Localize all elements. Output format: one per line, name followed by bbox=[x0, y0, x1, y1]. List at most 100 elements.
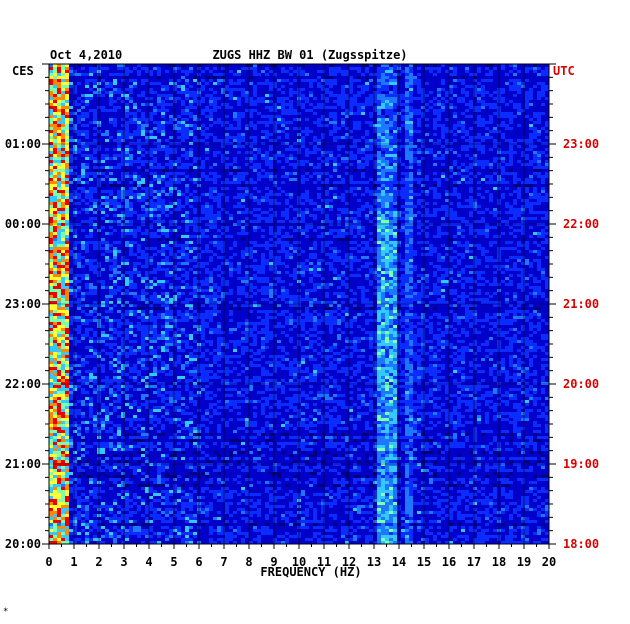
spectrogram-cell bbox=[85, 73, 89, 76]
spectrogram-cell bbox=[505, 160, 509, 163]
spectrogram-cell bbox=[289, 112, 293, 115]
spectrogram-cell bbox=[229, 142, 233, 145]
spectrogram-cell bbox=[361, 124, 365, 127]
spectrogram-cell bbox=[121, 133, 125, 136]
spectrogram-cell bbox=[281, 94, 285, 97]
spectrogram-cell bbox=[233, 163, 237, 166]
spectrogram-cell bbox=[249, 130, 253, 133]
spectrogram-cell bbox=[501, 115, 505, 118]
spectrogram-cell bbox=[133, 172, 137, 175]
spectrogram-cell bbox=[201, 157, 205, 160]
spectrogram-cell bbox=[505, 124, 509, 127]
spectrogram-cell bbox=[57, 166, 61, 169]
spectrogram-cell bbox=[321, 106, 325, 109]
spectrogram-cell bbox=[57, 151, 61, 154]
spectrogram-cell bbox=[177, 97, 181, 100]
spectrogram-cell bbox=[469, 76, 473, 79]
spectrogram-cell bbox=[85, 163, 89, 166]
spectrogram-cell bbox=[257, 151, 261, 154]
spectrogram-cell bbox=[217, 100, 221, 103]
spectrogram-cell bbox=[377, 94, 381, 97]
spectrogram-cell bbox=[205, 109, 209, 112]
spectrogram-cell bbox=[457, 175, 461, 178]
spectrogram-cell bbox=[545, 166, 549, 169]
spectrogram-cell bbox=[377, 130, 381, 133]
spectrogram-cell bbox=[405, 130, 409, 133]
spectrogram-cell bbox=[209, 103, 213, 106]
spectrogram-cell bbox=[485, 82, 489, 85]
spectrogram-cell bbox=[417, 97, 421, 100]
spectrogram-cell bbox=[425, 115, 429, 118]
spectrogram-cell bbox=[85, 94, 89, 97]
spectrogram-cell bbox=[65, 148, 69, 151]
spectrogram-cell bbox=[85, 142, 89, 145]
spectrogram-cell bbox=[353, 118, 357, 121]
spectrogram-cell bbox=[337, 148, 341, 151]
spectrogram-cell bbox=[153, 124, 157, 127]
spectrogram-cell bbox=[161, 130, 165, 133]
spectrogram-cell bbox=[413, 109, 417, 112]
spectrogram-cell bbox=[233, 154, 237, 157]
spectrogram-cell bbox=[161, 145, 165, 148]
spectrogram-cell bbox=[361, 139, 365, 142]
spectrogram-cell bbox=[489, 103, 493, 106]
spectrogram-cell bbox=[309, 154, 313, 157]
spectrogram-cell bbox=[341, 172, 345, 175]
spectrogram-cell bbox=[489, 121, 493, 124]
spectrogram-cell bbox=[233, 166, 237, 169]
spectrogram-cell bbox=[289, 73, 293, 76]
spectrogram-cell bbox=[61, 178, 65, 181]
spectrogram-cell bbox=[413, 145, 417, 148]
spectrogram-cell bbox=[121, 175, 125, 178]
spectrogram-cell bbox=[509, 145, 513, 148]
spectrogram-cell bbox=[189, 88, 193, 91]
spectrogram-cell bbox=[509, 136, 513, 139]
spectrogram-cell bbox=[365, 157, 369, 160]
spectrogram-cell bbox=[57, 100, 61, 103]
spectrogram-cell bbox=[181, 85, 185, 88]
spectrogram-cell bbox=[245, 178, 249, 181]
spectrogram-cell bbox=[537, 166, 541, 169]
spectrogram-cell bbox=[493, 157, 497, 160]
spectrogram-cell bbox=[361, 70, 365, 73]
spectrogram-cell bbox=[209, 124, 213, 127]
spectrogram-cell bbox=[157, 181, 161, 184]
spectrogram-cell bbox=[237, 169, 241, 172]
spectrogram-cell bbox=[517, 154, 521, 157]
spectrogram-cell bbox=[313, 118, 317, 121]
spectrogram-cell bbox=[513, 136, 517, 139]
spectrogram-cell bbox=[409, 82, 413, 85]
spectrogram-cell bbox=[485, 70, 489, 73]
spectrogram-cell bbox=[377, 79, 381, 82]
spectrogram-cell bbox=[409, 136, 413, 139]
spectrogram-cell bbox=[217, 109, 221, 112]
spectrogram-cell bbox=[541, 76, 545, 79]
spectrogram-cell bbox=[537, 79, 541, 82]
spectrogram-cell bbox=[81, 76, 85, 79]
spectrogram-cell bbox=[489, 82, 493, 85]
spectrogram-cell bbox=[225, 160, 229, 163]
spectrogram-cell bbox=[309, 181, 313, 184]
spectrogram-cell bbox=[345, 76, 349, 79]
spectrogram-cell bbox=[109, 124, 113, 127]
spectrogram-cell bbox=[545, 103, 549, 106]
spectrogram-cell bbox=[457, 139, 461, 142]
spectrogram-cell bbox=[117, 172, 121, 175]
spectrogram-cell bbox=[329, 172, 333, 175]
spectrogram-cell bbox=[161, 64, 165, 67]
spectrogram-cell bbox=[57, 130, 61, 133]
spectrogram-cell bbox=[525, 133, 529, 136]
spectrogram-cell bbox=[421, 178, 425, 181]
spectrogram-cell bbox=[101, 139, 105, 142]
spectrogram-cell bbox=[425, 181, 429, 184]
spectrogram-cell bbox=[437, 97, 441, 100]
spectrogram-cell bbox=[349, 88, 353, 91]
spectrogram-cell bbox=[365, 160, 369, 163]
spectrogram-cell bbox=[245, 145, 249, 148]
spectrogram-cell bbox=[101, 115, 105, 118]
spectrogram-cell bbox=[537, 97, 541, 100]
spectrogram-cell bbox=[305, 73, 309, 76]
spectrogram-cell bbox=[93, 175, 97, 178]
spectrogram-cell bbox=[253, 109, 257, 112]
spectrogram-cell bbox=[229, 106, 233, 109]
